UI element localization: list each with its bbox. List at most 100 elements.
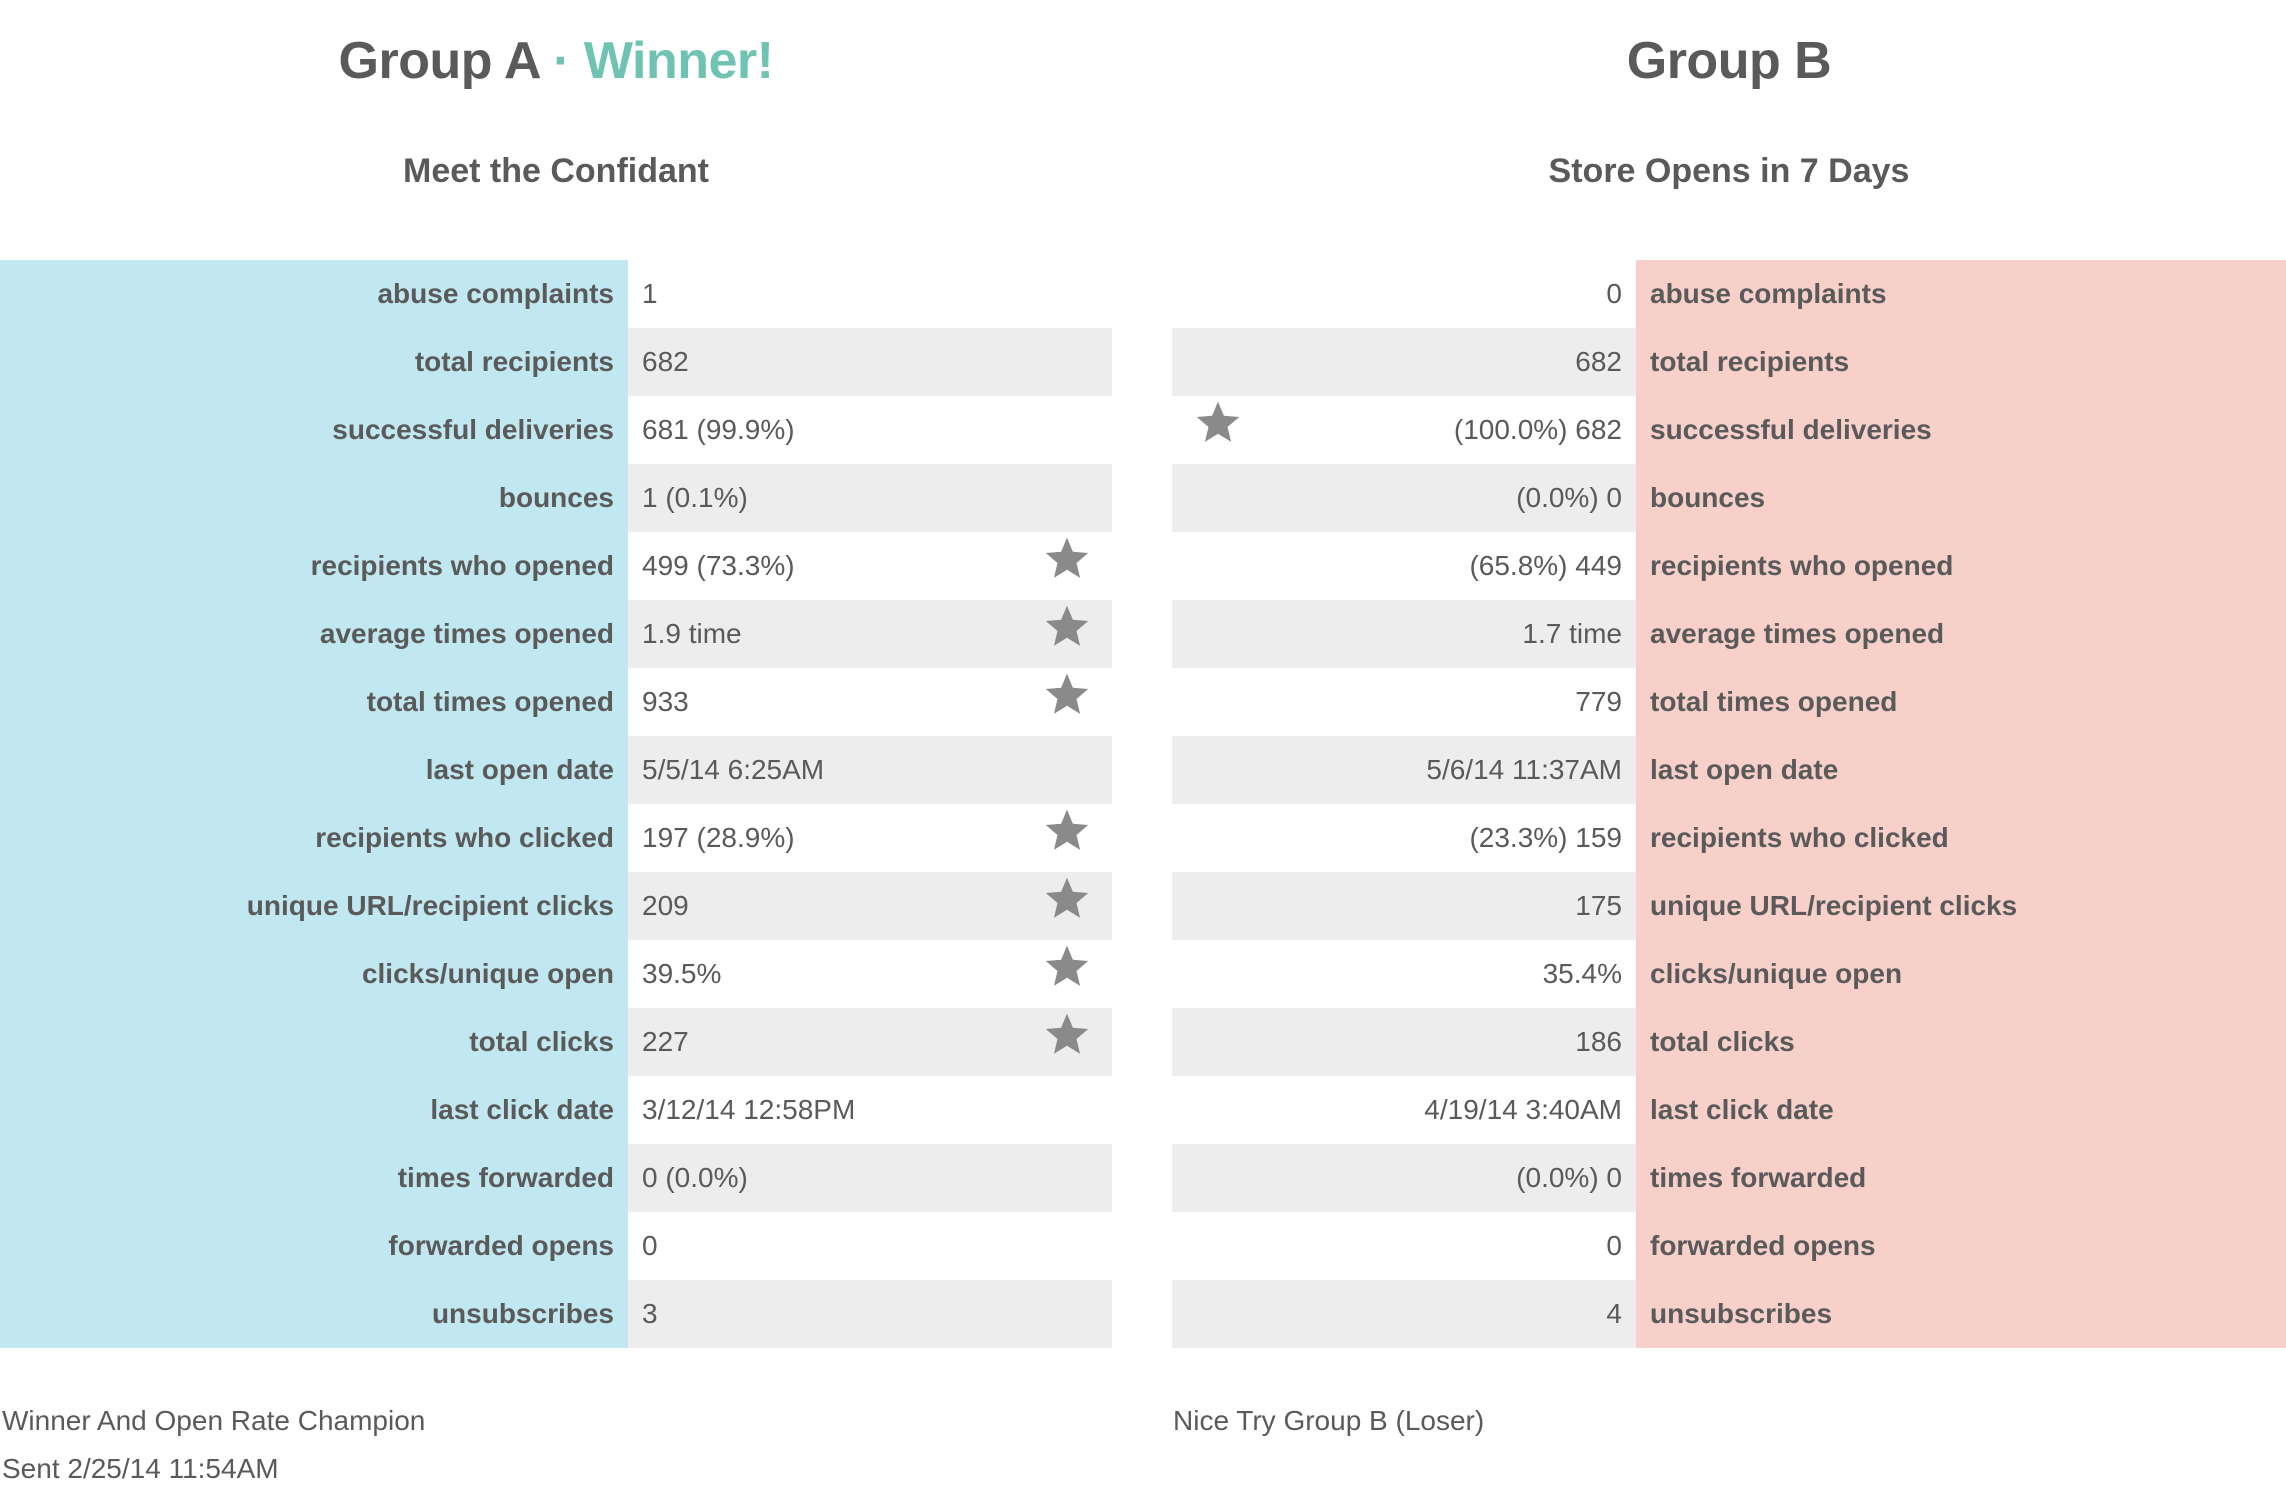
- metric-label: last click date: [1636, 1076, 2286, 1144]
- stats-row: 0 forwarded opens: [1172, 1212, 2286, 1280]
- metric-value: 499 (73.3%): [628, 532, 1112, 600]
- metric-value: 682: [1172, 328, 1636, 396]
- stats-row: 5/6/14 11:37AM last open date: [1172, 736, 2286, 804]
- stats-row: unsubscribes 3: [0, 1280, 1112, 1348]
- metric-label: last open date: [1636, 736, 2286, 804]
- metric-label: bounces: [1636, 464, 2286, 532]
- group-b-title: Group B: [1626, 32, 1832, 90]
- stats-row: last open date 5/5/14 6:25AM: [0, 736, 1112, 804]
- stats-row: (65.8%) 449 recipients who opened: [1172, 532, 2286, 600]
- stats-row: successful deliveries 681 (99.9%): [0, 396, 1112, 464]
- stats-row: total recipients 682: [0, 328, 1112, 396]
- stats-row: 779 total times opened: [1172, 668, 2286, 736]
- group-b-stats-table: 0 abuse complaints 682 total recipients (100…: [1172, 260, 2286, 1348]
- metric-label: unique URL/recipient clicks: [1636, 872, 2286, 940]
- metric-value: 0: [628, 1212, 1112, 1280]
- metric-label: unsubscribes: [1636, 1280, 2286, 1348]
- stats-row: recipients who clicked 197 (28.9%): [0, 804, 1112, 872]
- stats-row: total times opened 933: [0, 668, 1112, 736]
- metric-label: forwarded opens: [0, 1212, 628, 1280]
- metric-value: 0 (0.0%): [628, 1144, 1112, 1212]
- stats-row: 35.4% clicks/unique open: [1172, 940, 2286, 1008]
- metric-value: 5/6/14 11:37AM: [1172, 736, 1636, 804]
- group-a-stats-table: abuse complaints 1 total recipients 682 succ…: [0, 260, 1112, 1348]
- stats-row: 4/19/14 3:40AM last click date: [1172, 1076, 2286, 1144]
- group-a-title: Group A: [338, 32, 540, 90]
- metric-label: successful deliveries: [1636, 396, 2286, 464]
- metric-label: total times opened: [1636, 668, 2286, 736]
- group-b-footer-note: Nice Try Group B (Loser): [1173, 1405, 1485, 1436]
- metric-value: 1.9 time: [628, 600, 1112, 668]
- metric-label: total recipients: [1636, 328, 2286, 396]
- metric-value: (65.8%) 449: [1172, 532, 1636, 600]
- star-icon: [1043, 874, 1091, 922]
- metric-label: last open date: [0, 736, 628, 804]
- metric-label: abuse complaints: [0, 260, 628, 328]
- metric-value: 35.4%: [1172, 940, 1636, 1008]
- metric-value: 175: [1172, 872, 1636, 940]
- metric-label: successful deliveries: [0, 396, 628, 464]
- metric-label: recipients who clicked: [0, 804, 628, 872]
- metric-value: 4/19/14 3:40AM: [1172, 1076, 1636, 1144]
- heading-separator: ·: [553, 32, 570, 90]
- star-icon: [1043, 602, 1091, 650]
- metric-label: recipients who clicked: [1636, 804, 2286, 872]
- metric-label: recipients who opened: [1636, 532, 2286, 600]
- group-b-heading: Group B: [1172, 26, 2286, 96]
- stats-row: 4 unsubscribes: [1172, 1280, 2286, 1348]
- stats-row: 175 unique URL/recipient clicks: [1172, 872, 2286, 940]
- metric-label: times forwarded: [0, 1144, 628, 1212]
- metric-label: average times opened: [1636, 600, 2286, 668]
- group-a-sent-date: Sent 2/25/14 11:54AM: [2, 1453, 279, 1484]
- stats-row: bounces 1 (0.1%): [0, 464, 1112, 532]
- stats-row: (0.0%) 0 bounces: [1172, 464, 2286, 532]
- metric-label: bounces: [0, 464, 628, 532]
- metric-label: recipients who opened: [0, 532, 628, 600]
- metric-value: 39.5%: [628, 940, 1112, 1008]
- metric-value: (0.0%) 0: [1172, 1144, 1636, 1212]
- stats-row: average times opened 1.9 time: [0, 600, 1112, 668]
- star-icon: [1043, 670, 1091, 718]
- metric-value: 5/5/14 6:25AM: [628, 736, 1112, 804]
- metric-label: total clicks: [1636, 1008, 2286, 1076]
- stats-row: 186 total clicks: [1172, 1008, 2286, 1076]
- stats-row: abuse complaints 1: [0, 260, 1112, 328]
- metric-value: (0.0%) 0: [1172, 464, 1636, 532]
- group-a-heading: Group A · Winner!: [0, 26, 1112, 96]
- metric-label: forwarded opens: [1636, 1212, 2286, 1280]
- stats-row: last click date 3/12/14 12:58PM: [0, 1076, 1112, 1144]
- metric-value: 779: [1172, 668, 1636, 736]
- star-icon: [1043, 942, 1091, 990]
- metric-label: total clicks: [0, 1008, 628, 1076]
- metric-value: 3: [628, 1280, 1112, 1348]
- metric-label: clicks/unique open: [0, 940, 628, 1008]
- metric-label: unique URL/recipient clicks: [0, 872, 628, 940]
- metric-value: 0: [1172, 1212, 1636, 1280]
- winner-label: Winner!: [583, 32, 774, 90]
- metric-value: 197 (28.9%): [628, 804, 1112, 872]
- metric-value: 1.7 time: [1172, 600, 1636, 668]
- group-b-subject: Store Opens in 7 Days: [1548, 152, 1910, 190]
- group-a-subject: Meet the Confidant: [403, 152, 709, 190]
- stats-row: unique URL/recipient clicks 209: [0, 872, 1112, 940]
- stats-row: 1.7 time average times opened: [1172, 600, 2286, 668]
- stats-row: (0.0%) 0 times forwarded: [1172, 1144, 2286, 1212]
- metric-value: 933: [628, 668, 1112, 736]
- star-icon: [1043, 1010, 1091, 1058]
- stats-row: forwarded opens 0: [0, 1212, 1112, 1280]
- metric-value: 186: [1172, 1008, 1636, 1076]
- star-icon: [1043, 534, 1091, 582]
- metric-label: average times opened: [0, 600, 628, 668]
- metric-value: (100.0%) 682: [1172, 396, 1636, 464]
- metric-value: 681 (99.9%): [628, 396, 1112, 464]
- metric-label: clicks/unique open: [1636, 940, 2286, 1008]
- metric-label: total recipients: [0, 328, 628, 396]
- metric-value: 209: [628, 872, 1112, 940]
- metric-value: 682: [628, 328, 1112, 396]
- stats-row: (100.0%) 682 successful deliveries: [1172, 396, 2286, 464]
- metric-value: 3/12/14 12:58PM: [628, 1076, 1112, 1144]
- metric-value: 227: [628, 1008, 1112, 1076]
- metric-label: abuse complaints: [1636, 260, 2286, 328]
- stats-row: 682 total recipients: [1172, 328, 2286, 396]
- group-a-footer-note: Winner And Open Rate Champion: [2, 1405, 426, 1436]
